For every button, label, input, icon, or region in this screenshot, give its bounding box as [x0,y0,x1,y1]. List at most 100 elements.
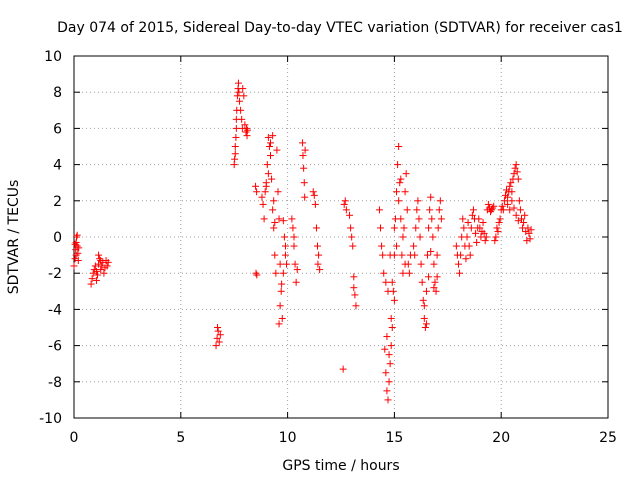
data-point [214,327,222,335]
data-point [279,217,287,225]
data-point [476,224,484,232]
data-point [488,206,496,214]
data-point [232,124,240,132]
data-point [499,206,507,214]
data-point [301,146,309,154]
data-point [263,161,271,169]
data-point [475,215,483,223]
y-tick-label: -2 [48,266,62,282]
data-point [264,170,272,178]
data-point [433,273,441,281]
data-point [290,233,298,241]
data-point [526,235,534,243]
data-point [231,143,239,150]
data-point [498,202,506,210]
data-point [97,266,105,274]
data-point [292,278,300,286]
data-point [253,271,261,279]
data-point [293,266,301,274]
data-point [381,345,389,353]
data-point [510,204,518,212]
data-point [430,260,438,268]
data-point [456,269,464,277]
data-point [95,251,103,259]
data-point [341,197,349,205]
data-point [387,314,395,322]
data-point [388,324,396,331]
data-point [347,224,355,232]
data-point [352,302,360,310]
data-point [264,133,272,141]
data-point [269,132,277,140]
data-point [299,139,307,147]
data-point [516,206,524,214]
data-point [490,202,498,210]
data-point [492,233,500,241]
data-point [433,251,441,259]
data-point [375,206,383,214]
data-point [520,219,528,227]
data-point [397,215,405,223]
data-point [350,273,358,281]
data-point [419,296,427,304]
data-point [493,224,501,232]
data-point [271,251,279,259]
y-tick-label: -6 [48,339,62,355]
data-point [243,126,251,134]
data-point [267,152,275,160]
data-point [403,206,411,214]
data-point [70,262,78,270]
data-point [351,291,359,299]
data-point [237,106,245,114]
data-points [70,79,535,404]
data-point [315,251,323,259]
data-point [394,161,402,169]
data-point [268,175,276,183]
data-point [426,206,434,214]
y-tick-label: 6 [53,121,62,137]
data-point [396,179,404,187]
data-point [383,333,391,341]
data-point [459,215,467,223]
data-point [418,278,426,286]
data-point [525,229,533,237]
data-point [384,396,392,404]
data-point [514,217,522,225]
data-point [300,164,308,172]
data-point [466,251,474,259]
x-tick-label: 5 [176,430,185,446]
data-point [401,188,409,196]
data-point [342,206,350,214]
data-point [75,244,83,252]
data-point [417,260,425,268]
data-point [96,255,104,263]
data-point [517,215,525,223]
y-tick-label: 0 [53,230,62,246]
y-tick-label: -10 [39,411,62,427]
x-axis-label: GPS time / hours [282,458,399,474]
data-point [258,193,266,201]
grid-lines [74,56,608,418]
data-point [511,164,519,172]
data-point [242,128,250,136]
data-point [377,224,385,232]
data-point [484,200,492,208]
data-point [480,229,488,237]
data-point [234,79,242,87]
data-point [491,237,499,245]
data-point [452,242,460,250]
data-point [310,191,318,199]
data-point [401,260,409,268]
data-point [300,179,308,187]
data-point [387,342,395,350]
data-point [427,193,435,201]
data-point [301,193,309,201]
data-point [424,251,432,259]
data-point [463,233,471,241]
data-point [314,260,322,268]
data-point [88,275,96,283]
data-point [73,233,81,241]
data-point [95,260,103,268]
data-point [236,97,244,105]
